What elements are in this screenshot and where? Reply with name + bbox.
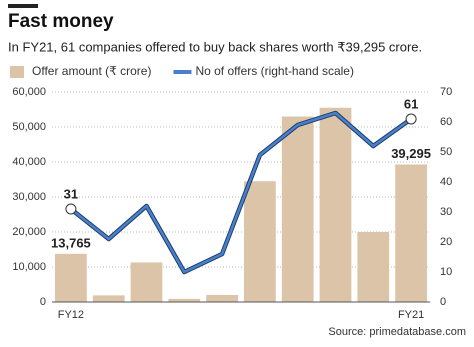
legend-swatch — [10, 66, 24, 78]
bar-value-label: 13,765 — [51, 235, 91, 250]
bar — [55, 253, 87, 302]
line-marker — [405, 113, 417, 125]
bar — [319, 107, 352, 302]
y2-tick-label: 60 — [440, 116, 452, 128]
y2-tick-label: 10 — [440, 266, 452, 278]
logo-bar — [8, 4, 38, 8]
bar-value-label: 39,295 — [391, 146, 431, 161]
y2-tick-label: 70 — [440, 86, 452, 98]
source: Source: primedatabase.com — [328, 326, 466, 338]
y2-tick-label: 30 — [440, 206, 452, 218]
line-marker — [65, 203, 77, 215]
y2-tick-label: 20 — [440, 236, 452, 248]
y-tick-label: 20,000 — [12, 226, 46, 238]
y-tick-label: 10,000 — [12, 261, 46, 273]
y2-tick-label: 40 — [440, 176, 452, 188]
y-tick-label: 50,000 — [12, 121, 46, 133]
bar — [168, 298, 201, 302]
chart-title: Fast money — [8, 11, 114, 32]
bar — [92, 295, 125, 302]
y-tick-label: 0 — [40, 296, 46, 308]
bar — [281, 116, 314, 302]
legend-label: Offer amount (₹ crore) — [32, 64, 151, 78]
y2-tick-label: 0 — [440, 296, 446, 308]
x-tick-label: FY12 — [58, 309, 84, 321]
bar — [130, 262, 163, 302]
line — [70, 111, 412, 274]
line-value-label: 31 — [64, 186, 78, 201]
bar — [206, 295, 238, 302]
chart-subtitle: In FY21, 61 companies offered to buy bac… — [8, 39, 422, 54]
bar — [244, 181, 276, 302]
legend-label: No of offers (right-hand scale) — [195, 64, 354, 78]
x-tick-label: FY21 — [398, 309, 424, 321]
y-tick-label: 30,000 — [12, 191, 46, 203]
line-value-label: 61 — [404, 96, 418, 111]
y-tick-label: 40,000 — [12, 156, 46, 168]
y2-tick-label: 50 — [440, 146, 452, 158]
bar — [395, 164, 427, 302]
bar — [357, 232, 390, 302]
y-tick-label: 60,000 — [12, 86, 46, 98]
